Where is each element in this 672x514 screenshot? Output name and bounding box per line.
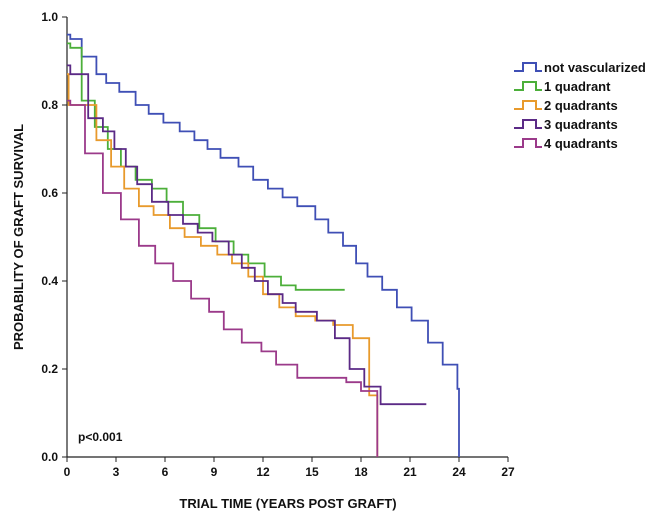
x-tick-label: 27	[501, 465, 515, 479]
x-tick-label: 0	[64, 465, 71, 479]
x-tick-label: 12	[256, 465, 270, 479]
x-tick-label: 6	[162, 465, 169, 479]
x-tick-label: 24	[452, 465, 466, 479]
legend-label: 1 quadrant	[544, 79, 611, 94]
legend-swatch	[514, 62, 542, 72]
y-tick-label: 0.4	[41, 274, 58, 288]
legend-swatch	[514, 81, 542, 91]
x-tick-label: 18	[354, 465, 368, 479]
legend-swatch	[514, 138, 542, 148]
series-line-3-quadrants	[67, 64, 427, 406]
legend-label: 3 quadrants	[544, 117, 618, 132]
p-value-annotation: p<0.001	[78, 430, 123, 444]
y-tick-label: 0.8	[41, 98, 58, 112]
x-axis-title: TRIAL TIME (YEARS POST GRAFT)	[179, 496, 396, 511]
y-tick-label: 1.0	[41, 10, 58, 24]
x-tick-label: 15	[305, 465, 319, 479]
legend-label: 4 quadrants	[544, 136, 618, 151]
x-tick-label: 9	[211, 465, 218, 479]
y-axis-title: PROBABILITY OF GRAFT SURVIVAL	[11, 124, 26, 350]
series-line-1-quadrant	[67, 42, 345, 291]
y-tick-label: 0.0	[41, 450, 58, 464]
y-tick-label: 0.2	[41, 362, 58, 376]
legend-swatch	[514, 100, 542, 110]
y-tick-label: 0.6	[41, 186, 58, 200]
legend-label: not vascularized	[544, 60, 646, 75]
series-line-4-quadrants	[67, 99, 379, 457]
x-tick-label: 3	[113, 465, 120, 479]
series-line-not-vascularized	[67, 33, 460, 457]
legend-label: 2 quadrants	[544, 98, 618, 113]
legend-swatch	[514, 119, 542, 129]
x-tick-label: 21	[403, 465, 417, 479]
